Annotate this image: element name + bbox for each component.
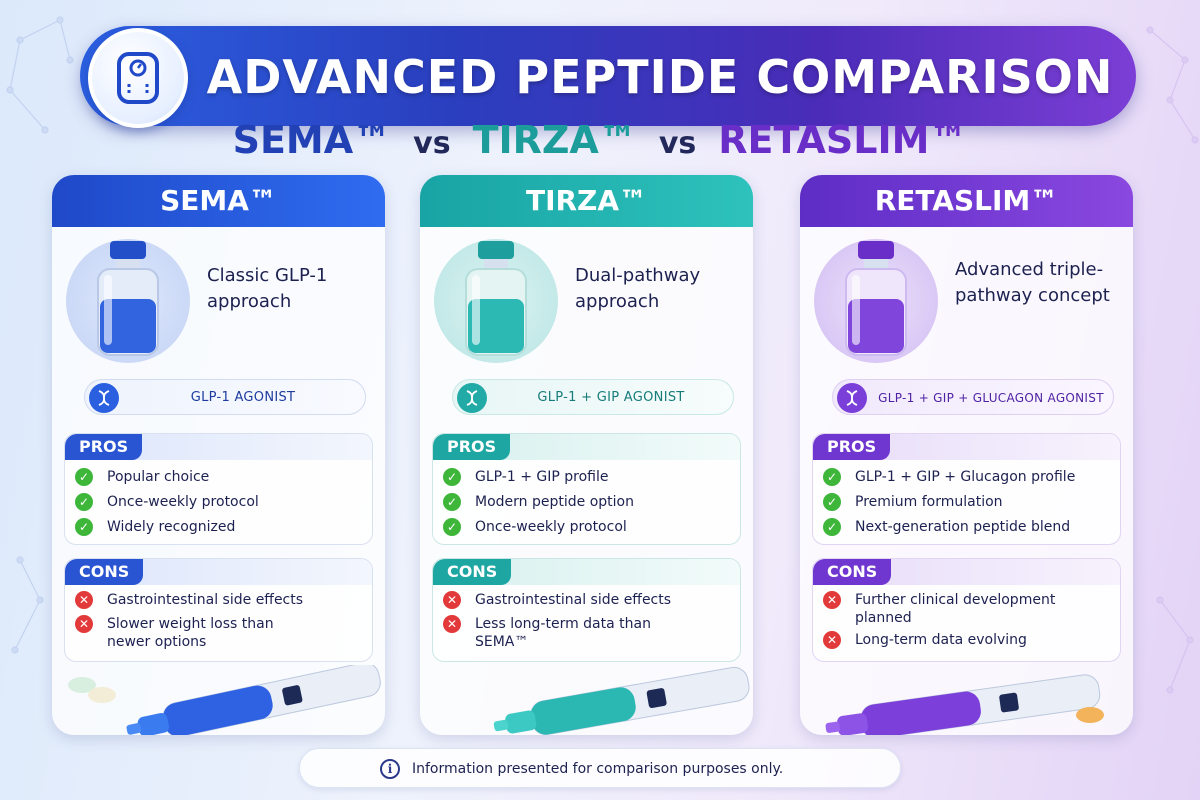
pro-item: ✓ Next-generation peptide blend xyxy=(823,518,1115,536)
column-description: Advanced triple-pathway concept xyxy=(955,259,1110,306)
column-title: SEMA™ xyxy=(52,175,385,227)
pro-text: Popular choice xyxy=(107,469,210,485)
con-text: Less long-term data than SEMA™ xyxy=(475,616,651,650)
check-icon: ✓ xyxy=(823,518,841,536)
agonist-type-badge: GLP-1 + GIP AGONIST xyxy=(452,379,734,415)
check-icon: ✓ xyxy=(75,518,93,536)
cross-icon: ✕ xyxy=(75,615,93,633)
subtitle-second: TIRZA™ xyxy=(472,118,637,162)
vial-image xyxy=(434,239,558,363)
disclaimer-text: Information presented for comparison pur… xyxy=(412,761,784,777)
injection-pen-image xyxy=(68,665,381,735)
cons-box: CONS ✕ Gastrointestinal side effects ✕ Slo… xyxy=(64,558,373,662)
subtitle-third: RETASLIM™ xyxy=(718,118,968,162)
check-icon: ✓ xyxy=(823,493,841,511)
agonist-type: GLP-1 + GIP AGONIST xyxy=(537,390,685,405)
con-text: Long-term data evolving xyxy=(855,632,1027,648)
column-description: Dual-pathway approach xyxy=(575,265,701,312)
con-item: ✕ Gastrointestinal side effects xyxy=(75,591,367,609)
pro-text: Widely recognized xyxy=(107,519,236,535)
pro-item: ✓ GLP-1 + GIP profile xyxy=(443,468,735,486)
cons-box: CONS ✕ Further clinical development plann… xyxy=(812,558,1121,662)
vial-image xyxy=(66,239,190,363)
pro-text: Modern peptide option xyxy=(475,494,634,510)
con-item: ✕ Long-term data evolving xyxy=(823,631,1115,649)
injection-pen-image xyxy=(825,674,1104,735)
pro-item: ✓ GLP-1 + GIP + Glucagon profile xyxy=(823,468,1115,486)
column-sema: SEMA™ Classic GLP-1 approach GLP-1 AGONI… xyxy=(52,175,385,735)
column-tirza: TIRZA™ Dual-pathway approach GLP-1 + GIP… xyxy=(420,175,753,735)
pros-box: PROS ✓ GLP-1 + GIP profile ✓ Modern peptid… xyxy=(432,433,741,545)
check-icon: ✓ xyxy=(443,493,461,511)
cons-label: CONS xyxy=(433,559,512,585)
pros-box: PROS ✓ GLP-1 + GIP + Glucagon profile ✓ Pr… xyxy=(812,433,1121,545)
pro-text: Once-weekly protocol xyxy=(475,519,627,535)
cross-icon: ✕ xyxy=(823,631,841,649)
pro-item: ✓ Once-weekly protocol xyxy=(443,518,735,536)
check-icon: ✓ xyxy=(443,518,461,536)
page-title: ADVANCED PEPTIDE COMPARISON xyxy=(206,50,1114,104)
agonist-type-badge: GLP-1 + GIP + GLUCAGON AGONIST xyxy=(832,379,1114,415)
check-icon: ✓ xyxy=(823,468,841,486)
cross-icon: ✕ xyxy=(823,591,841,609)
cross-icon: ✕ xyxy=(443,615,461,633)
dna-icon xyxy=(89,383,119,413)
title-banner xyxy=(80,26,1136,126)
pro-item: ✓ Widely recognized xyxy=(75,518,367,536)
cons-box: CONS ✕ Gastrointestinal side effects ✕ Les… xyxy=(432,558,741,662)
column-description: Classic GLP-1 approach xyxy=(207,265,328,312)
column-title: TIRZA™ xyxy=(420,175,753,227)
agonist-type: GLP-1 AGONIST xyxy=(190,390,296,405)
pro-item: ✓ Premium formulation xyxy=(823,493,1115,511)
subtitle-vs-2: vs xyxy=(658,126,697,161)
cross-icon: ✕ xyxy=(75,591,93,609)
con-text: Slower weight loss than newer options xyxy=(107,616,274,650)
cons-label: CONS xyxy=(65,559,144,585)
info-icon: i xyxy=(380,759,400,779)
pro-item: ✓ Modern peptide option xyxy=(443,493,735,511)
column-title: RETASLIM™ xyxy=(800,175,1133,227)
con-text: Gastrointestinal side effects xyxy=(475,592,672,608)
pro-text: Next-generation peptide blend xyxy=(855,519,1071,535)
con-item: ✕ Less long-term data than SEMA™ xyxy=(443,615,673,651)
pro-text: GLP-1 + GIP profile xyxy=(475,469,609,485)
dna-icon xyxy=(457,383,487,413)
pro-text: GLP-1 + GIP + Glucagon profile xyxy=(855,469,1076,485)
pro-text: Premium formulation xyxy=(855,494,1003,510)
dna-icon xyxy=(837,383,867,413)
subtitle-vs-1: vs xyxy=(413,126,451,161)
check-icon: ✓ xyxy=(75,493,93,511)
disclaimer-footer: i Information presented for comparison p… xyxy=(299,748,901,788)
pros-label: PROS xyxy=(65,434,143,460)
scale-icon xyxy=(88,28,188,128)
pros-label: PROS xyxy=(433,434,511,460)
con-item: ✕ Further clinical development planned xyxy=(823,591,1073,627)
agonist-type: GLP-1 + GIP + GLUCAGON AGONIST xyxy=(878,391,1104,405)
vial-image xyxy=(814,239,938,363)
pros-label: PROS xyxy=(813,434,891,460)
check-icon: ✓ xyxy=(75,468,93,486)
subtitle: SEMA™ vs TIRZA™ vs RETASLIM™ xyxy=(0,110,1200,170)
pros-box: PROS ✓ Popular choice ✓ Once-weekly protoc… xyxy=(64,433,373,545)
injection-pen-image xyxy=(493,666,750,735)
check-icon: ✓ xyxy=(443,468,461,486)
pro-item: ✓ Once-weekly protocol xyxy=(75,493,367,511)
con-item: ✕ Gastrointestinal side effects xyxy=(443,591,735,609)
pro-item: ✓ Popular choice xyxy=(75,468,367,486)
con-text: Gastrointestinal side effects xyxy=(107,592,304,608)
pro-text: Once-weekly protocol xyxy=(107,494,259,510)
column-retaslim: RETASLIM™ Advanced triple-pathway concep… xyxy=(800,175,1133,735)
subtitle-first: SEMA™ xyxy=(232,118,392,162)
cross-icon: ✕ xyxy=(443,591,461,609)
agonist-type-badge: GLP-1 AGONIST xyxy=(84,379,366,415)
con-item: ✕ Slower weight loss than newer options xyxy=(75,615,305,651)
con-text: Further clinical development planned xyxy=(855,592,1056,626)
cons-label: CONS xyxy=(813,559,892,585)
